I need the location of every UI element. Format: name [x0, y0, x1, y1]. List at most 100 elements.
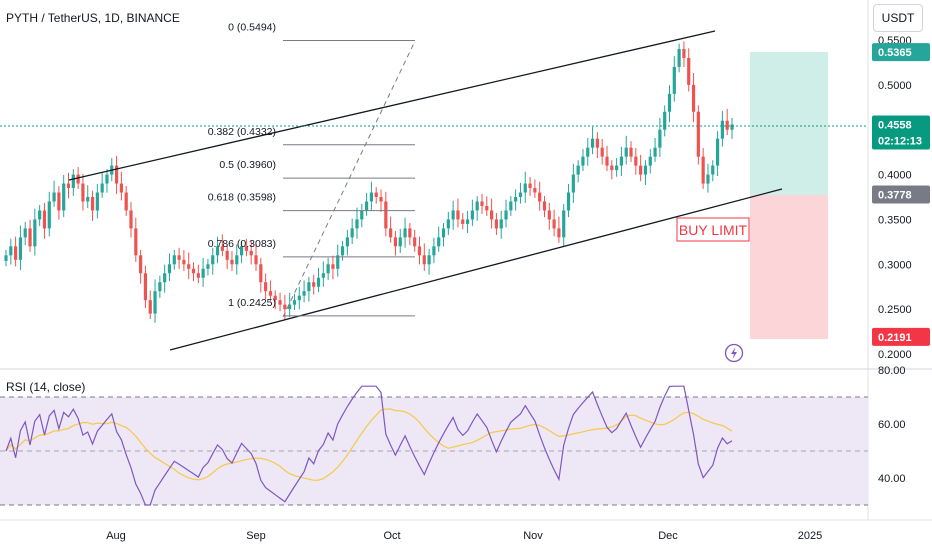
lightning-alert-icon[interactable] — [724, 343, 744, 363]
channel-lower-line[interactable] — [169, 188, 783, 351]
fib-retracement[interactable]: 0 (0.5494) 0.382 (0.4332) 0.5 (0.3960) 0.61… — [208, 22, 415, 317]
candle-body — [23, 228, 27, 238]
candle-body — [499, 219, 503, 229]
candle-body — [350, 228, 354, 238]
candle-body — [331, 264, 335, 269]
price-tag-label: 0.5365 — [878, 47, 912, 59]
price-tick-label: 0.3000 — [878, 259, 912, 271]
rsi-tick-label: 60.00 — [878, 419, 906, 431]
candle-body — [105, 174, 109, 184]
candle-body — [62, 183, 66, 211]
candle-body — [403, 228, 407, 238]
candle-body — [615, 165, 619, 171]
candle-body — [682, 48, 686, 58]
candle-body — [605, 156, 609, 166]
candle-body — [292, 300, 297, 305]
candle-body — [283, 304, 287, 310]
candle-body — [273, 295, 277, 301]
candle-body — [364, 201, 369, 211]
candle-body — [475, 201, 479, 211]
target-zone[interactable] — [750, 52, 828, 195]
candle-body — [52, 192, 56, 202]
buy-limit-annotation[interactable]: BUY LIMIT — [676, 217, 750, 242]
candle-body — [619, 156, 624, 166]
candle-body — [504, 210, 508, 220]
candle-body — [417, 246, 422, 256]
candle-body — [114, 165, 119, 184]
candle-body — [81, 183, 85, 202]
candle-body — [701, 156, 705, 184]
currency-button[interactable]: USDT — [873, 4, 923, 32]
time-axis[interactable]: Aug Sep Oct Nov Dec 2025 — [106, 530, 822, 542]
candle-body — [28, 228, 32, 247]
candle-body — [629, 147, 633, 157]
candle-body — [211, 255, 215, 265]
candle-body — [586, 147, 590, 157]
fib-trend-line[interactable] — [282, 40, 416, 318]
candle-body — [158, 282, 162, 292]
candle-body — [124, 192, 128, 211]
candle-body — [259, 264, 263, 283]
fib-level-label: 0.5 (0.3960) — [219, 159, 276, 171]
candle-body — [374, 192, 378, 197]
candle-body — [432, 246, 436, 256]
candle-body — [672, 66, 676, 94]
candle-body — [177, 255, 181, 260]
stop-zone[interactable] — [750, 195, 828, 339]
candle-body — [552, 219, 556, 229]
candle-body — [148, 300, 152, 314]
candle-body — [456, 210, 460, 220]
rsi-axis[interactable]: 80.00 60.00 40.00 — [878, 365, 906, 485]
candle-body — [264, 282, 268, 292]
candle-body — [119, 183, 123, 193]
candle-body — [230, 259, 234, 265]
candle-body — [143, 273, 148, 301]
candle-body — [163, 273, 167, 283]
candle-body — [201, 268, 205, 278]
candle-body — [182, 259, 186, 265]
price-tick-label: 0.2500 — [878, 304, 912, 316]
candle-body — [14, 246, 18, 260]
candle-body — [153, 291, 157, 314]
rsi-ma-line — [5, 408, 733, 481]
candle-body — [422, 255, 426, 265]
candle-body — [307, 282, 311, 292]
candle-body — [71, 174, 75, 189]
rsi-tick-label: 80.00 — [878, 365, 906, 377]
candle-body — [42, 210, 47, 229]
time-tick-label: Aug — [106, 530, 126, 542]
channel-upper-line[interactable] — [68, 30, 716, 181]
candle-body — [706, 174, 710, 184]
candle-body — [538, 192, 542, 202]
candle-body — [566, 192, 571, 211]
candle-body — [379, 197, 383, 202]
candle-body — [600, 147, 604, 157]
candle-body — [57, 192, 61, 211]
candle-body — [470, 210, 474, 220]
candle-body — [100, 183, 104, 193]
candle-body — [9, 246, 13, 256]
time-tick-label: Sep — [246, 530, 266, 542]
candle-body — [398, 237, 402, 247]
candle-body — [461, 219, 465, 224]
candle-body — [639, 165, 643, 175]
candle-body — [33, 219, 37, 247]
candle-body — [571, 174, 575, 193]
candle-body — [393, 237, 398, 247]
candle-body — [725, 120, 729, 130]
candle-body — [437, 237, 441, 247]
candle-body — [528, 183, 532, 189]
candle-body — [624, 147, 628, 157]
fib-level-label: 0.382 (0.4332) — [208, 126, 276, 138]
buy-limit-label: BUY LIMIT — [679, 222, 748, 238]
candle-body — [134, 228, 138, 256]
candle-body — [557, 228, 561, 238]
candle-body — [643, 165, 648, 175]
candle-body — [384, 201, 388, 229]
candle-body — [480, 201, 484, 206]
price-tag-label: 0.2191 — [878, 332, 912, 344]
price-tag-label: 0.4558 — [878, 120, 912, 132]
candle-body — [465, 219, 470, 224]
price-tick-label: 0.5000 — [878, 80, 912, 92]
